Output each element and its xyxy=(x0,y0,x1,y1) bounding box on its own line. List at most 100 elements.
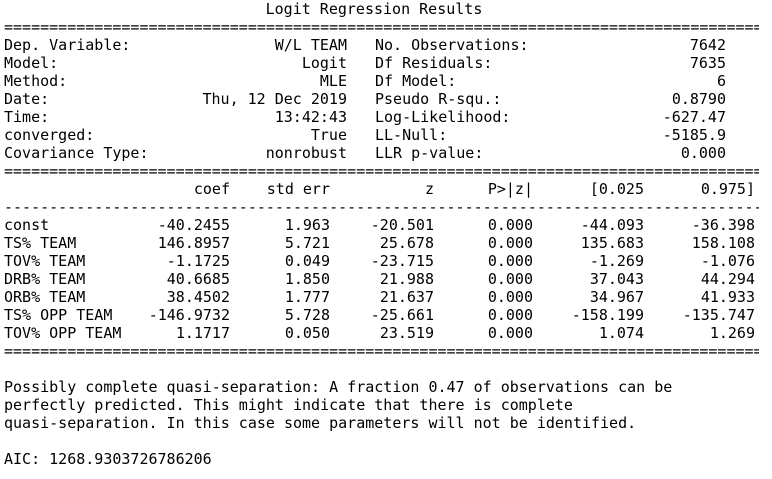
summary-value: Thu, 12 Dec 2019 xyxy=(202,90,348,108)
coef-cell: 44.294 xyxy=(700,270,755,288)
summary-label: Method: xyxy=(4,72,68,90)
coef-cell: 21.988 xyxy=(379,270,434,288)
summary-label: LL-Null: xyxy=(375,126,448,144)
variable-name: const xyxy=(4,216,50,234)
coef-row: const -40.2455 1.963 -20.501 0.000 -44.093 -36… xyxy=(4,216,770,234)
coef-cell: 40.6685 xyxy=(166,270,230,288)
single-rule: ----------------------------------------… xyxy=(4,198,759,216)
summary-value: -5185.9 xyxy=(662,126,726,144)
summary-label: converged: xyxy=(4,126,95,144)
summary-value: -627.47 xyxy=(662,108,726,126)
coef-cell: 0.000 xyxy=(487,270,533,288)
aic-value: AIC: 1268.9303726786206 xyxy=(4,450,212,468)
summary-row: Time: 13:42:43 Log-Likelihood: -627.47 xyxy=(4,108,770,126)
coef-cell: 1.074 xyxy=(598,324,644,342)
summary-value: W/L TEAM xyxy=(274,36,347,54)
double-rule-bottom: ========================================… xyxy=(4,342,759,360)
summary-row: converged: True LL-Null: -5185.9 xyxy=(4,126,770,144)
note-line: Possibly complete quasi-separation: A fr… xyxy=(4,378,673,396)
double-rule-top: ========================================… xyxy=(4,18,759,36)
coef-cell: 1.963 xyxy=(284,216,330,234)
spacer xyxy=(4,360,770,378)
spacer xyxy=(4,432,770,450)
summary-value: 6 xyxy=(716,72,726,90)
summary-row: Method: MLE Df Model: 6 xyxy=(4,72,770,90)
summary-block: Dep. Variable: W/L TEAM No. Observations: 7… xyxy=(4,36,770,162)
results-title: Logit Regression Results xyxy=(265,0,483,18)
coef-cell: 0.000 xyxy=(487,288,533,306)
summary-row: Date: Thu, 12 Dec 2019 Pseudo R-squ.: 0.879… xyxy=(4,90,770,108)
coef-cell: 0.050 xyxy=(284,324,330,342)
coef-cell: 0.000 xyxy=(487,324,533,342)
summary-value: 0.8790 xyxy=(671,90,726,108)
coef-cell: 41.933 xyxy=(700,288,755,306)
summary-value: nonrobust xyxy=(265,144,347,162)
coef-cell: -36.398 xyxy=(691,216,755,234)
variable-name: DRB% TEAM xyxy=(4,270,86,288)
coef-cell: -23.715 xyxy=(370,252,434,270)
summary-value: 7635 xyxy=(689,54,726,72)
coef-row: ORB% TEAM 38.4502 1.777 21.637 0.000 34.967 41… xyxy=(4,288,770,306)
summary-row: Covariance Type: nonrobust LLR p-value: 0.0… xyxy=(4,144,770,162)
summary-value: MLE xyxy=(319,72,347,90)
coef-column-header: P>|z| xyxy=(487,180,533,198)
coef-cell: 23.519 xyxy=(379,324,434,342)
coef-cell: -25.661 xyxy=(370,306,434,324)
summary-label: No. Observations: xyxy=(375,36,529,54)
double-rule-mid: ========================================… xyxy=(4,162,759,180)
coef-row: TS% OPP TEAM -146.9732 5.728 -25.661 0.000 -1… xyxy=(4,306,770,324)
coef-row: TOV% OPP TEAM 1.1717 0.050 23.519 0.000 1.074… xyxy=(4,324,770,342)
coef-cell: 1.777 xyxy=(284,288,330,306)
summary-label: Log-Likelihood: xyxy=(375,108,511,126)
coef-cell: 25.678 xyxy=(379,234,434,252)
summary-label: Dep. Variable: xyxy=(4,36,131,54)
coef-cell: 1.850 xyxy=(284,270,330,288)
summary-label: Df Model: xyxy=(375,72,457,90)
coef-row: TS% TEAM 146.8957 5.721 25.678 0.000 135.683 1… xyxy=(4,234,770,252)
coef-cell: -158.199 xyxy=(571,306,644,324)
coef-cell: -1.269 xyxy=(589,252,644,270)
coef-header-row: coef std err z P>|z| [0.025 0.975] xyxy=(4,180,770,198)
summary-label: LLR p-value: xyxy=(375,144,484,162)
note-line: quasi-separation. In this case some para… xyxy=(4,414,637,432)
variable-name: TOV% OPP TEAM xyxy=(4,324,122,342)
summary-label: Time: xyxy=(4,108,50,126)
summary-value: 7642 xyxy=(689,36,726,54)
coef-cell: -146.9732 xyxy=(148,306,230,324)
coef-cell: 135.683 xyxy=(580,234,644,252)
summary-value: 0.000 xyxy=(680,144,726,162)
coef-column-header: z xyxy=(424,180,434,198)
summary-row: Dep. Variable: W/L TEAM No. Observations: 7… xyxy=(4,36,770,54)
regression-output: Logit Regression Results ===============… xyxy=(4,0,770,468)
coef-cell: 1.269 xyxy=(709,324,755,342)
summary-label: Df Residuals: xyxy=(375,54,493,72)
coef-cell: 21.637 xyxy=(379,288,434,306)
summary-value: Logit xyxy=(301,54,347,72)
coef-cell: 5.728 xyxy=(284,306,330,324)
coef-row: TOV% TEAM -1.1725 0.049 -23.715 0.000 -1.269 -… xyxy=(4,252,770,270)
coef-table-body: const -40.2455 1.963 -20.501 0.000 -44.093 -36… xyxy=(4,216,770,342)
separation-note: Possibly complete quasi-separation: A fr… xyxy=(4,378,770,432)
coef-cell: -135.747 xyxy=(682,306,755,324)
coef-cell: 0.000 xyxy=(487,234,533,252)
summary-row: Model: Logit Df Residuals: 7635 xyxy=(4,54,770,72)
coef-cell: -44.093 xyxy=(580,216,644,234)
summary-value: 13:42:43 xyxy=(274,108,347,126)
coef-cell: 34.967 xyxy=(589,288,644,306)
coef-cell: 0.000 xyxy=(487,252,533,270)
coef-cell: -40.2455 xyxy=(157,216,230,234)
summary-label: Date: xyxy=(4,90,50,108)
coef-cell: 0.000 xyxy=(487,306,533,324)
variable-name: TOV% TEAM xyxy=(4,252,86,270)
coef-cell: 5.721 xyxy=(284,234,330,252)
summary-label: Pseudo R-squ.: xyxy=(375,90,502,108)
coef-cell: 0.000 xyxy=(487,216,533,234)
coef-cell: 158.108 xyxy=(691,234,755,252)
coef-cell: 146.8957 xyxy=(157,234,230,252)
coef-cell: 37.043 xyxy=(589,270,644,288)
coef-cell: -20.501 xyxy=(370,216,434,234)
coef-row: DRB% TEAM 40.6685 1.850 21.988 0.000 37.043 44… xyxy=(4,270,770,288)
coef-column-header: [0.025 xyxy=(589,180,644,198)
summary-label: Covariance Type: xyxy=(4,144,149,162)
coef-column-header: 0.975] xyxy=(700,180,755,198)
